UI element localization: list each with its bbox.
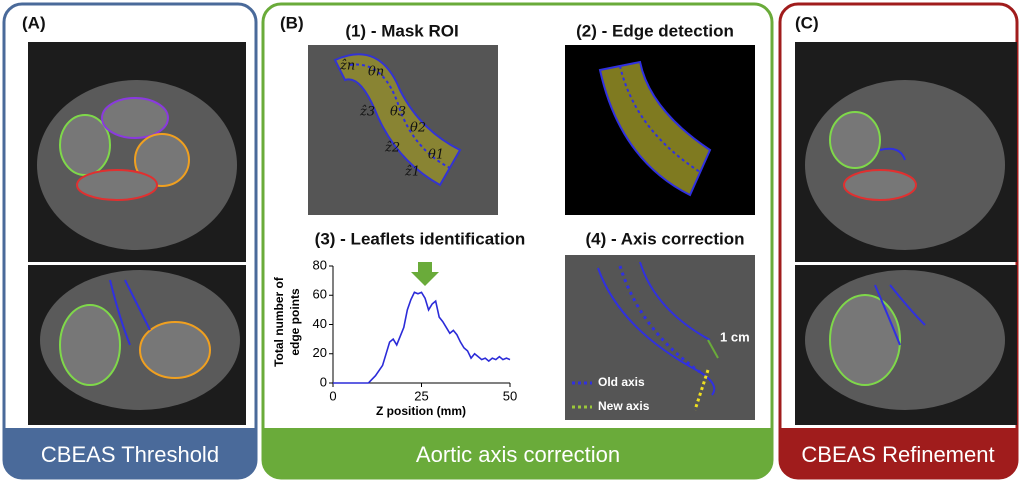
mask-label: ẑ1 (404, 165, 420, 180)
peak-arrow (411, 262, 439, 286)
data-line (333, 292, 510, 383)
mask-label: θ2 (410, 121, 426, 136)
mask-label: θn (368, 65, 384, 80)
step-title: (4) - Axis correction (585, 229, 744, 248)
panel-label: (B) (280, 13, 304, 32)
y-axis-label: Total number of (272, 276, 286, 367)
y-tick-label: 0 (320, 374, 327, 389)
legend-label: Old axis (598, 375, 645, 389)
legend-label: New axis (598, 399, 650, 413)
y-tick-label: 20 (313, 345, 327, 360)
panel-label: (C) (795, 13, 819, 32)
plot: Total number of edge points Z position (… (272, 257, 517, 418)
y-axis-label: edge points (288, 288, 302, 356)
ct-image (795, 42, 1017, 425)
footer-title: CBEAS Refinement (801, 442, 994, 467)
figure: (A) (B) (C) CBEAS Threshold Aortic axis … (0, 0, 1020, 483)
step-title: (1) - Mask ROI (345, 21, 458, 40)
step-title: (3) - Leaflets identification (315, 229, 526, 248)
y-tick-label: 80 (313, 257, 327, 272)
y-tick-label: 60 (313, 287, 327, 302)
x-axis-label: Z position (mm) (376, 404, 466, 418)
ct-image (28, 42, 246, 425)
mask-label: θ3 (390, 105, 406, 120)
edge-image (565, 45, 755, 215)
footer-title: CBEAS Threshold (41, 442, 219, 467)
x-tick-label: 25 (414, 388, 428, 403)
mask-label: θ1 (428, 148, 444, 163)
x-tick-label: 50 (503, 388, 517, 403)
mask-label: ẑ3 (359, 105, 375, 120)
annotation: 1 cm (720, 329, 750, 344)
footer-title: Aortic axis correction (416, 442, 620, 467)
mask-label: ẑ2 (384, 141, 400, 156)
mask-image (308, 45, 498, 215)
panel-label: (A) (22, 13, 46, 32)
x-tick-label: 0 (329, 388, 336, 403)
y-tick-label: 40 (313, 316, 327, 331)
step-title: (2) - Edge detection (576, 21, 734, 40)
mask-label: ẑn (339, 59, 355, 74)
